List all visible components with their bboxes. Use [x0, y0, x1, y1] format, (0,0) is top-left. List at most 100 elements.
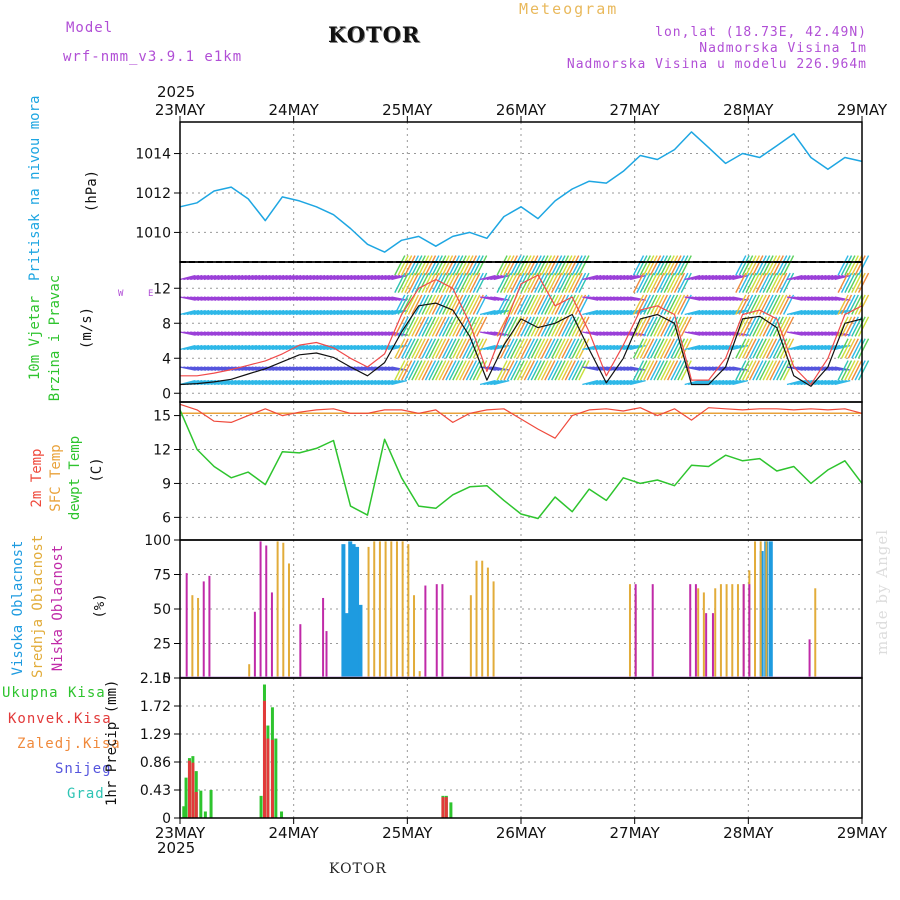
wind-barb: [479, 274, 496, 281]
wind-barb: [759, 338, 771, 359]
wind-barb: [431, 255, 443, 276]
wind-barb: [472, 360, 484, 381]
cloud-low-bar: [299, 624, 302, 678]
wind-barb: [323, 274, 339, 281]
wind-barb: [523, 255, 536, 276]
temp-2m-line: [179, 403, 863, 439]
wind-barb: [803, 274, 820, 281]
wind-barb: [527, 338, 539, 359]
cloud-low-bar: [742, 584, 745, 678]
wind-barb: [762, 316, 774, 337]
wind-barb: [578, 360, 590, 381]
wind-barb: [540, 255, 553, 276]
wind-barb: [530, 360, 542, 381]
wind-barb: [407, 272, 420, 293]
wind-barb: [735, 272, 747, 293]
wind-barb: [687, 309, 704, 316]
wind-barb: [469, 272, 481, 293]
wind-barb: [735, 338, 747, 359]
wind-barb: [844, 338, 856, 359]
wind-barb: [691, 344, 708, 351]
wind-barb: [483, 379, 500, 386]
wind-barb: [411, 360, 423, 381]
wind-barb: [190, 344, 206, 351]
cloud-mid-bar: [390, 541, 393, 678]
wind-barb: [455, 316, 467, 337]
wind-barb: [353, 379, 370, 386]
wind-barb: [438, 360, 450, 381]
wind-barb: [807, 309, 824, 316]
wind-barb: [397, 360, 409, 381]
wind-barb: [547, 294, 559, 315]
x-tick-label-bottom: 27MAY: [610, 824, 661, 842]
wind-barb: [834, 296, 851, 301]
wind-barb: [186, 274, 203, 281]
wind-barb: [748, 338, 761, 359]
cloud-mid-bar: [407, 544, 410, 678]
wind-barb: [374, 379, 391, 386]
wind-barb: [190, 309, 206, 316]
precip-conv-bar: [266, 738, 270, 818]
wind-barb: [738, 294, 750, 315]
precip-conv-bar: [262, 700, 266, 818]
wind-barb: [196, 344, 213, 351]
wind-barb: [523, 294, 536, 315]
precip-total-bar: [199, 790, 203, 818]
y-tick-label: 4: [162, 351, 171, 367]
wind-barb: [510, 272, 522, 293]
wind-barb: [302, 344, 319, 351]
wind-barb: [251, 309, 268, 316]
wind-barb: [544, 338, 556, 359]
wind-barb: [458, 294, 471, 315]
wind-barb: [837, 338, 849, 359]
wind-barb: [851, 338, 863, 359]
cloud-low-bar: [253, 611, 256, 678]
wind-barb: [564, 294, 576, 315]
wind-barb: [305, 379, 322, 386]
wind-barb: [857, 316, 870, 337]
wind-barb: [629, 274, 646, 281]
wind-barb: [458, 360, 471, 381]
wind-barb: [568, 294, 580, 315]
wind-barb: [438, 316, 450, 337]
wind-barb: [431, 272, 443, 293]
wind-barb: [516, 316, 529, 337]
x-tick-label-top: 26MAY: [496, 101, 547, 119]
wind-barb: [326, 344, 343, 351]
wind-barb: [261, 309, 278, 316]
wind-barb: [506, 316, 518, 337]
wind-barb: [452, 338, 464, 359]
wind-barb: [732, 274, 749, 281]
wind-barb: [360, 344, 377, 351]
wind-barb: [759, 316, 771, 337]
wind-barb: [367, 309, 384, 316]
wind-barb: [732, 366, 749, 371]
wind-barb: [483, 274, 500, 281]
cloud-high-bar: [355, 546, 360, 678]
wind-barb: [299, 344, 316, 351]
wind-barb: [486, 344, 503, 351]
wind-barb: [336, 309, 353, 316]
wind-barb: [278, 274, 295, 281]
wind-barb: [755, 338, 767, 359]
wind-barb: [854, 360, 866, 381]
wind-barb: [530, 255, 542, 276]
cloud-mid-bar: [276, 541, 279, 678]
wind-barb: [479, 344, 496, 351]
precip-conv-bar: [444, 797, 448, 818]
wind-barb: [237, 309, 254, 316]
footer-location: KOTOR: [329, 861, 387, 877]
wind-barb: [520, 255, 532, 276]
wind-barb: [752, 255, 764, 276]
wind-barb: [646, 294, 658, 315]
wind-barb: [854, 316, 866, 337]
wind-barb: [776, 294, 788, 315]
wind-barb: [490, 274, 506, 281]
wind-barb: [370, 379, 387, 386]
wind-barb: [561, 272, 573, 293]
precip-conv-bar: [191, 762, 195, 818]
wind-barb: [465, 255, 478, 276]
wind-barb: [445, 294, 457, 315]
wind-barb: [772, 294, 784, 315]
wind-barb: [592, 274, 609, 281]
